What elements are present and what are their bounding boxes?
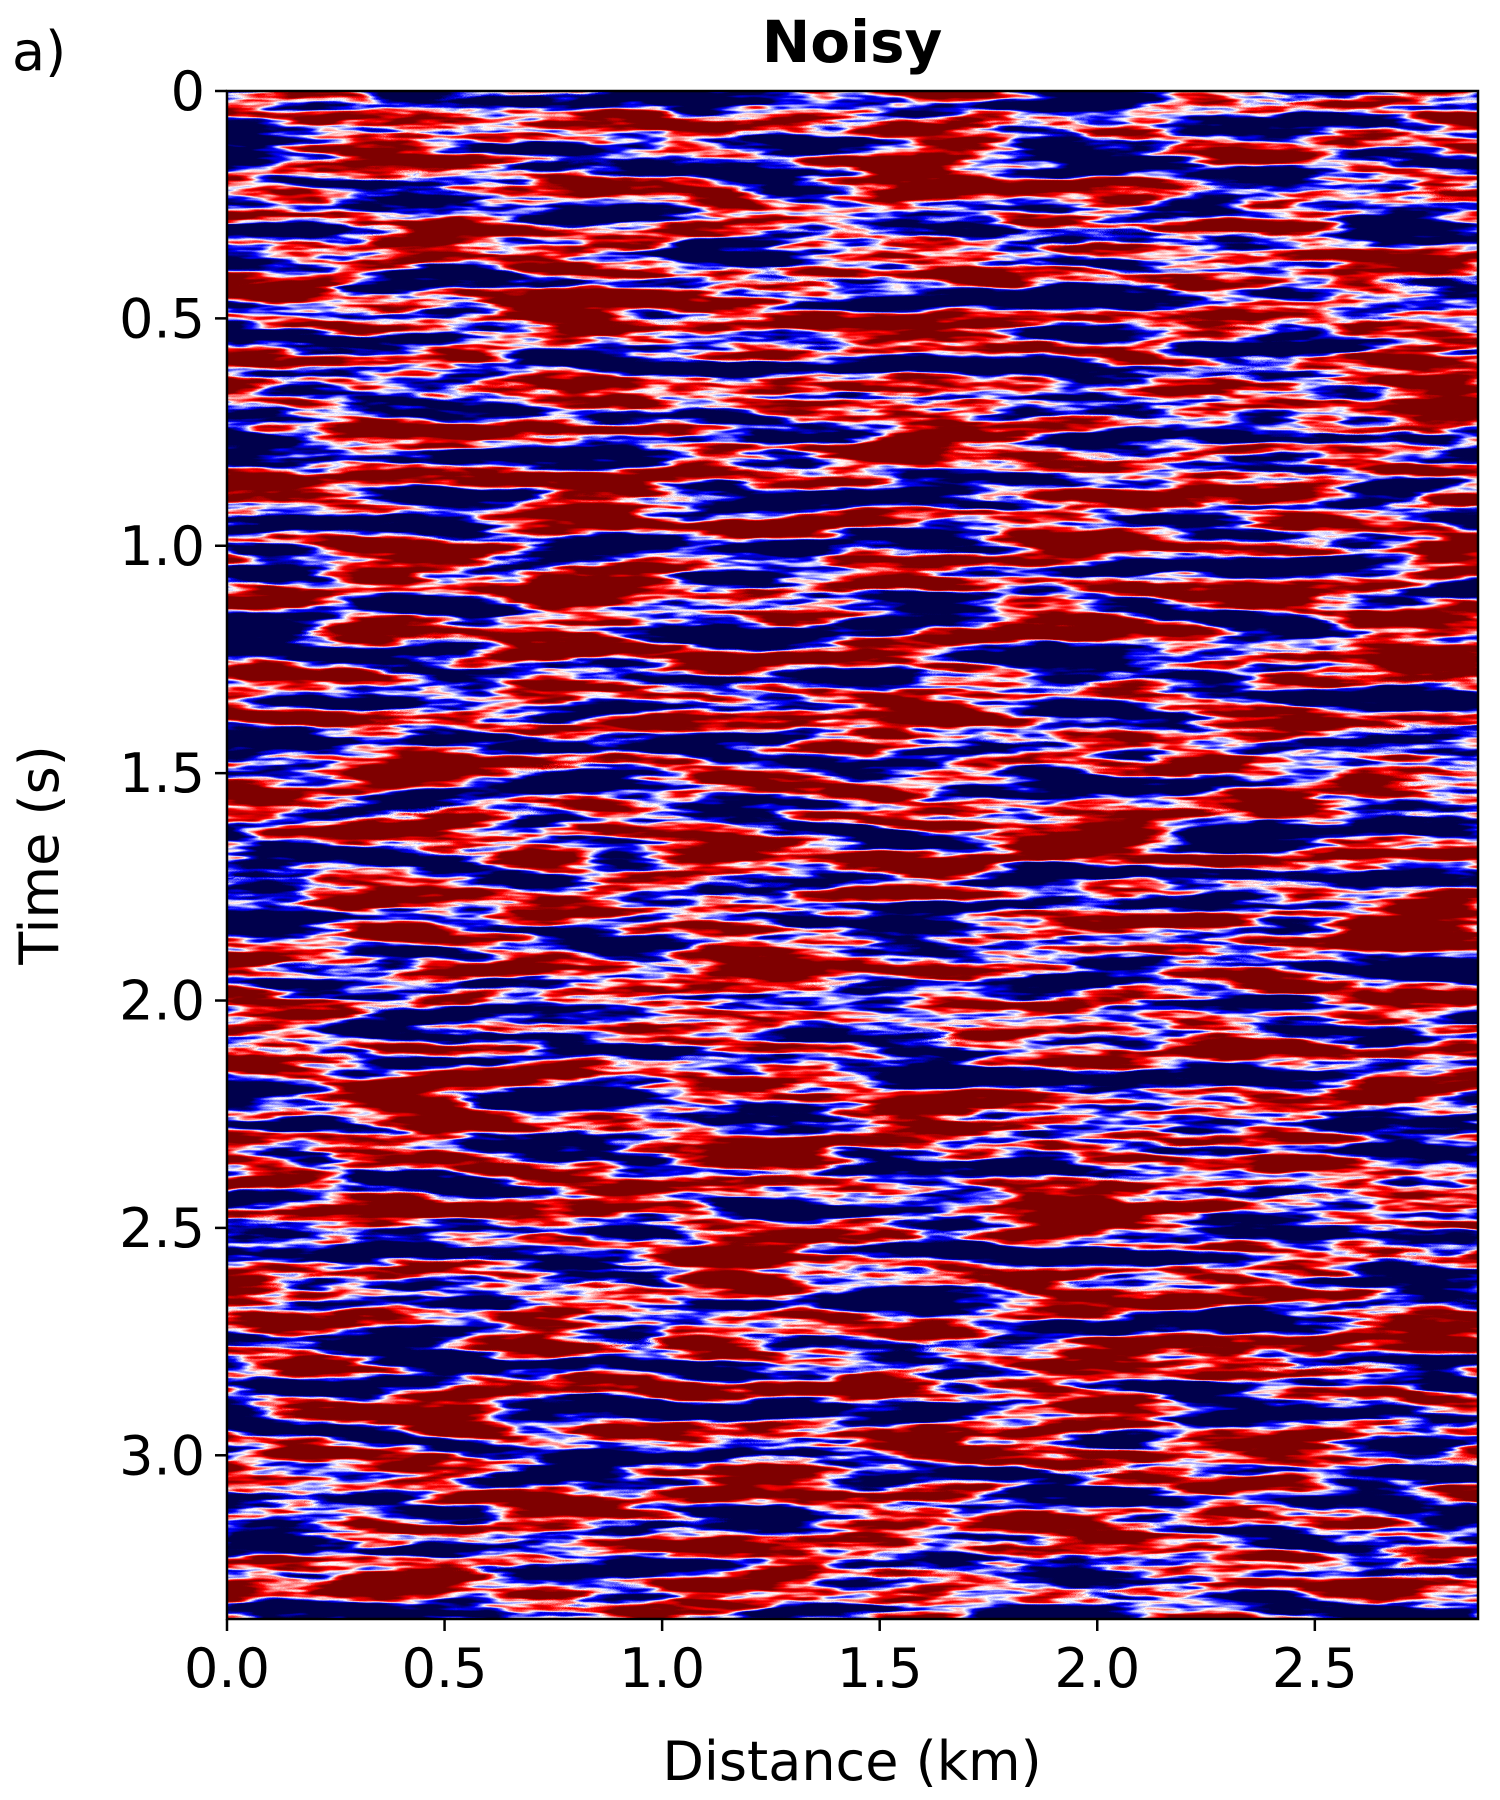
panel-label: a) [12, 20, 66, 83]
seismic-image [227, 91, 1478, 1619]
x-tick-label: 1.0 [619, 1637, 705, 1700]
y-axis-label: Time (s) [8, 745, 71, 966]
plot-frame [225, 89, 1480, 1621]
y-tick-label: 2.5 [119, 1197, 205, 1260]
y-tick-label: 1.5 [119, 742, 205, 805]
x-tick-label: 1.5 [837, 1637, 923, 1700]
y-tick-label: 1.0 [119, 515, 205, 578]
x-axis-label: Distance (km) [662, 1730, 1041, 1793]
x-tick-label: 2.0 [1054, 1637, 1140, 1700]
x-tick-label: 2.5 [1272, 1637, 1358, 1700]
y-tick-label: 3.0 [119, 1424, 205, 1487]
y-tick-label: 0 [171, 60, 205, 123]
chart-title: Noisy [762, 8, 943, 76]
y-tick-label: 0.5 [119, 287, 205, 350]
x-tick-label: 0.0 [184, 1637, 270, 1700]
x-tick-label: 0.5 [402, 1637, 488, 1700]
y-tick-label: 2.0 [119, 970, 205, 1033]
